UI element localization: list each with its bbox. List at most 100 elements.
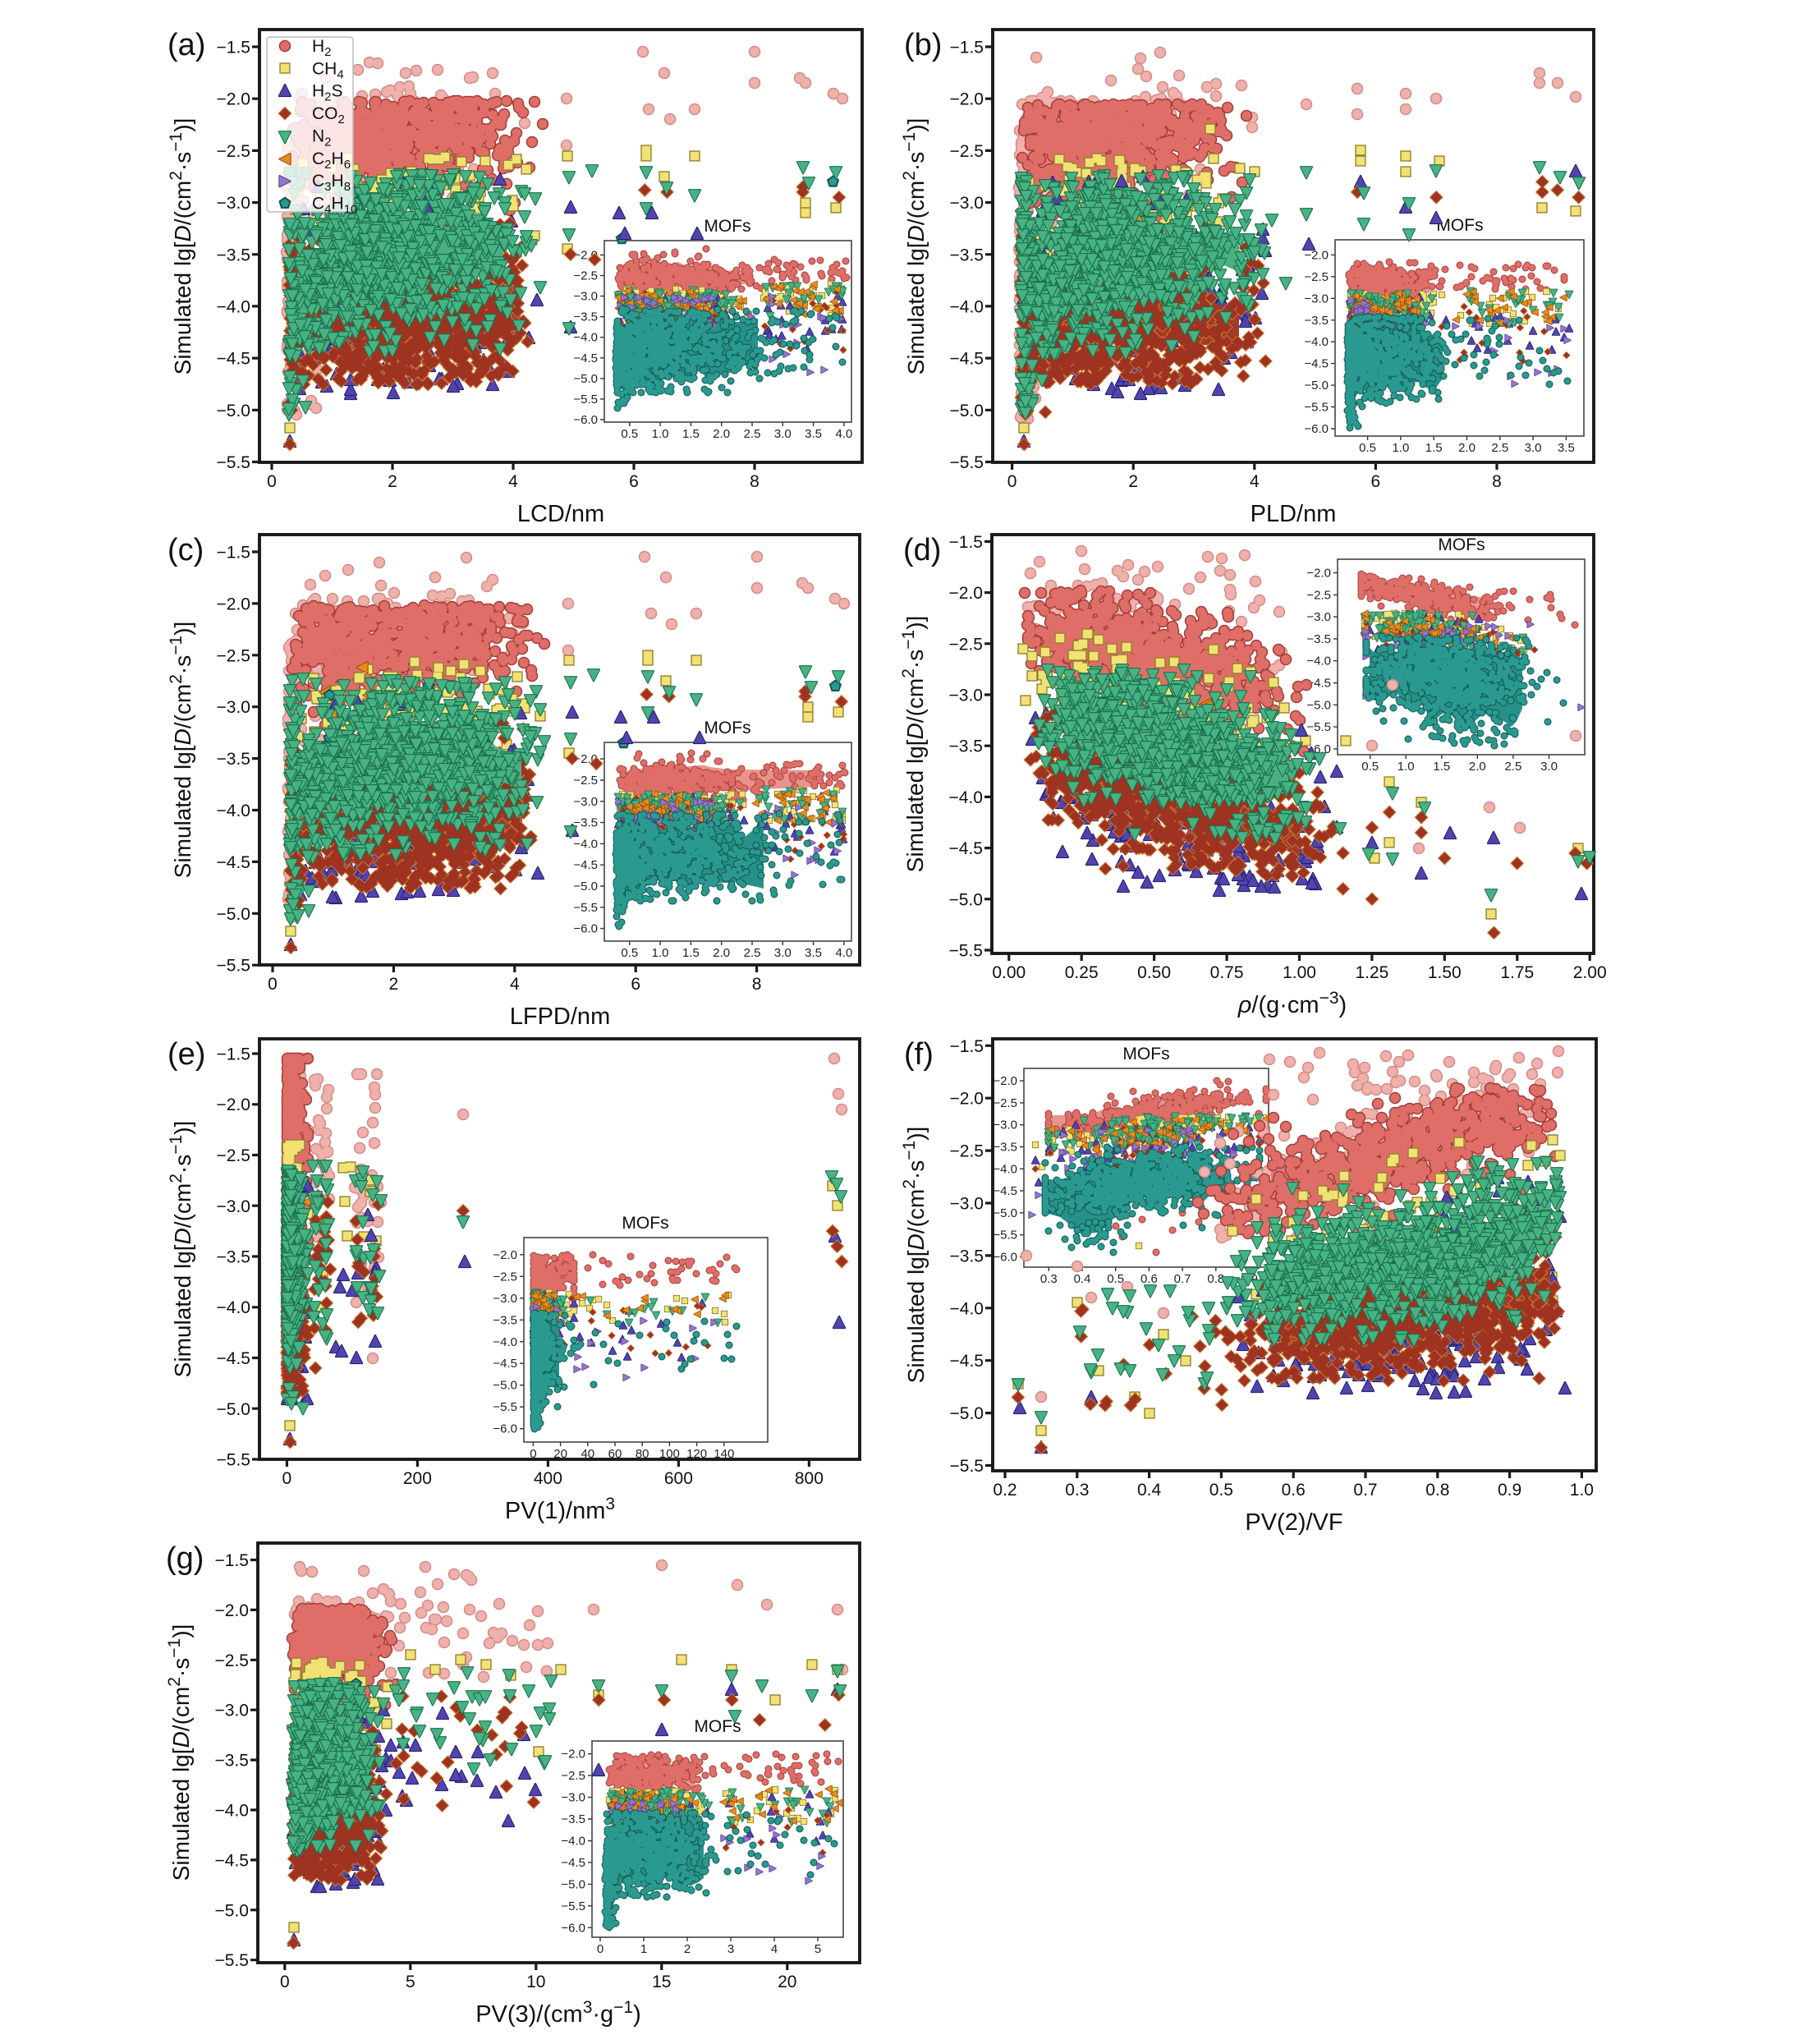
svg-text:0.5: 0.5 <box>621 946 638 960</box>
svg-text:−2.5: −2.5 <box>1306 588 1331 602</box>
svg-text:PLD/nm: PLD/nm <box>1251 501 1337 527</box>
svg-text:2.0: 2.0 <box>713 427 730 441</box>
svg-text:5: 5 <box>815 1942 821 1956</box>
svg-text:2: 2 <box>388 472 397 491</box>
svg-text:−4.5: −4.5 <box>573 351 598 365</box>
svg-text:0: 0 <box>267 472 277 491</box>
svg-text:(e): (e) <box>168 1037 205 1072</box>
svg-text:−5.0: −5.0 <box>217 905 250 924</box>
svg-text:−5.5: −5.5 <box>215 1951 249 1970</box>
svg-text:−2.5: −2.5 <box>993 1096 1017 1110</box>
svg-text:Simulated lg[D/(cm2·s−1)]: Simulated lg[D/(cm2·s−1)] <box>167 1121 195 1378</box>
svg-text:6: 6 <box>631 975 640 994</box>
svg-text:2: 2 <box>1128 472 1138 491</box>
svg-text:−3.5: −3.5 <box>217 750 250 769</box>
svg-text:4: 4 <box>1250 472 1260 491</box>
svg-text:MOFs: MOFs <box>622 1214 668 1233</box>
svg-text:Simulated lg[D/(cm2·s−1)]: Simulated lg[D/(cm2·s−1)] <box>899 616 928 873</box>
svg-text:−6.0: −6.0 <box>993 1251 1017 1265</box>
svg-text:−2.0: −2.0 <box>993 1074 1017 1088</box>
svg-text:2.5: 2.5 <box>1491 441 1508 455</box>
svg-text:1: 1 <box>640 1942 647 1956</box>
svg-text:−1.5: −1.5 <box>217 39 250 57</box>
svg-text:−3.5: −3.5 <box>949 737 983 756</box>
svg-text:−3.5: −3.5 <box>1306 632 1331 646</box>
svg-text:100: 100 <box>659 1447 680 1461</box>
svg-text:−2.0: −2.0 <box>950 1090 984 1109</box>
svg-text:MOFs: MOFs <box>1438 535 1485 554</box>
svg-text:−1.5: −1.5 <box>950 39 984 57</box>
svg-text:2: 2 <box>389 975 399 994</box>
svg-text:−3.0: −3.0 <box>217 1197 250 1216</box>
svg-text:1.0: 1.0 <box>652 946 669 960</box>
svg-text:−6.0: −6.0 <box>493 1422 517 1436</box>
svg-text:−3.5: −3.5 <box>950 1247 984 1265</box>
svg-text:−1.5: −1.5 <box>217 544 250 563</box>
svg-text:−5.5: −5.5 <box>950 453 984 472</box>
svg-text:0.5: 0.5 <box>1359 441 1376 455</box>
svg-text:8: 8 <box>752 975 762 994</box>
svg-text:−6.0: −6.0 <box>561 1921 585 1935</box>
svg-text:3: 3 <box>727 1942 734 1956</box>
svg-text:−3.5: −3.5 <box>561 1812 585 1826</box>
svg-text:4: 4 <box>510 975 520 994</box>
svg-text:140: 140 <box>714 1447 734 1461</box>
svg-text:−4.5: −4.5 <box>949 839 983 858</box>
svg-text:−5.0: −5.0 <box>493 1379 517 1393</box>
svg-text:0: 0 <box>530 1447 536 1461</box>
svg-text:1.0: 1.0 <box>1397 760 1415 774</box>
svg-text:−5.0: −5.0 <box>949 890 983 909</box>
svg-text:−4.5: −4.5 <box>217 853 250 872</box>
svg-text:LCD/nm: LCD/nm <box>517 501 604 527</box>
svg-text:0.5: 0.5 <box>1361 760 1379 774</box>
svg-text:−3.0: −3.0 <box>993 1118 1017 1132</box>
svg-text:15: 15 <box>652 1973 671 1991</box>
svg-text:−2.5: −2.5 <box>949 635 983 654</box>
svg-text:−3.0: −3.0 <box>949 687 983 705</box>
svg-text:−4.0: −4.0 <box>215 1802 249 1821</box>
svg-text:5: 5 <box>406 1973 415 1991</box>
svg-text:20: 20 <box>553 1447 567 1461</box>
svg-text:−5.5: −5.5 <box>949 942 983 961</box>
svg-text:−5.5: −5.5 <box>573 393 598 407</box>
svg-text:−3.5: −3.5 <box>217 1248 250 1267</box>
svg-text:−4.0: −4.0 <box>1304 335 1329 349</box>
svg-text:−4.0: −4.0 <box>993 1162 1017 1176</box>
svg-text:−2.5: −2.5 <box>573 269 598 283</box>
svg-text:0: 0 <box>1007 472 1017 491</box>
svg-text:1.50: 1.50 <box>1428 963 1462 982</box>
svg-text:(b): (b) <box>904 28 942 62</box>
svg-text:−3.0: −3.0 <box>217 194 250 213</box>
svg-text:−4.5: −4.5 <box>573 858 598 872</box>
svg-text:−4.5: −4.5 <box>1306 677 1331 691</box>
svg-text:−4.0: −4.0 <box>217 802 250 820</box>
svg-text:1.5: 1.5 <box>1433 760 1450 774</box>
svg-text:3.0: 3.0 <box>774 946 792 960</box>
svg-text:LFPD/nm: LFPD/nm <box>510 1004 610 1030</box>
svg-text:1.5: 1.5 <box>682 427 700 441</box>
svg-text:8: 8 <box>750 472 760 491</box>
svg-text:−2.0: −2.0 <box>1306 567 1331 581</box>
svg-text:20: 20 <box>778 1973 796 1991</box>
svg-text:−5.5: −5.5 <box>1304 401 1329 415</box>
svg-text:−4.5: −4.5 <box>493 1357 517 1371</box>
svg-text:2.0: 2.0 <box>1469 760 1486 774</box>
svg-text:3.5: 3.5 <box>805 946 822 960</box>
svg-text:−4.0: −4.0 <box>561 1835 585 1849</box>
svg-text:−2.5: −2.5 <box>950 142 984 161</box>
svg-text:−5.5: −5.5 <box>993 1229 1017 1242</box>
svg-text:0.9: 0.9 <box>1241 1272 1258 1286</box>
svg-text:80: 80 <box>636 1447 649 1461</box>
svg-text:2.00: 2.00 <box>1573 963 1607 982</box>
svg-text:(c): (c) <box>168 533 204 567</box>
svg-text:−3.5: −3.5 <box>950 246 984 264</box>
svg-text:−6.0: −6.0 <box>573 413 598 427</box>
svg-text:−3.5: −3.5 <box>217 246 250 264</box>
svg-text:−2.0: −2.0 <box>215 1601 249 1620</box>
svg-text:−5.5: −5.5 <box>561 1899 585 1913</box>
svg-text:MOFs: MOFs <box>694 1717 741 1736</box>
svg-text:−4.5: −4.5 <box>950 1352 984 1371</box>
svg-text:0.5: 0.5 <box>1107 1272 1124 1286</box>
svg-text:−3.0: −3.0 <box>573 795 598 809</box>
svg-text:4: 4 <box>508 472 518 491</box>
